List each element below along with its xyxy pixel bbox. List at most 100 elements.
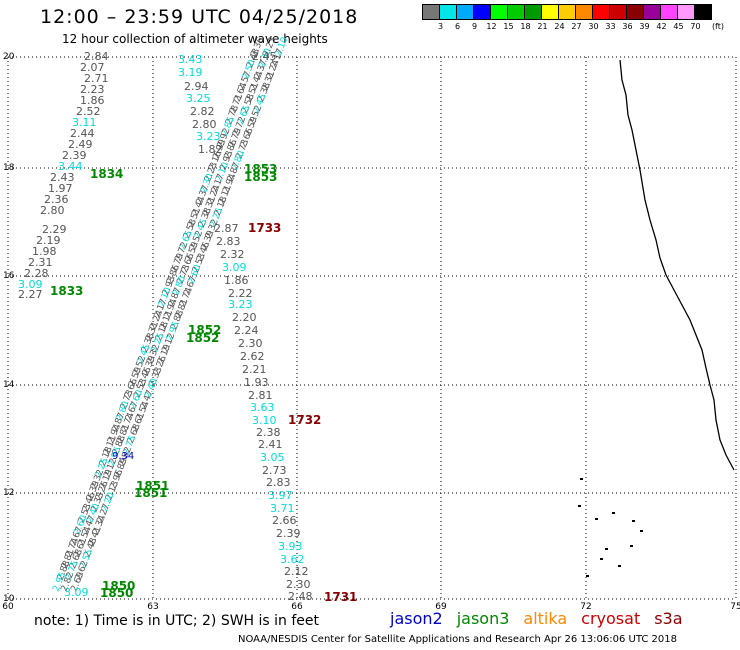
wave-height-label: 1.86 bbox=[80, 94, 105, 107]
satellite-legend: jason2 jason3 altika cryosat s3a bbox=[390, 609, 697, 628]
wave-height-label: 2.23 bbox=[80, 83, 105, 96]
wave-height-label: 2.82 bbox=[190, 105, 215, 118]
wave-height-label: 1.97 bbox=[48, 182, 73, 195]
track-value-labels: 2.842.072.712.231.862.523.112.442.492.39… bbox=[18, 50, 357, 604]
credit-line: NOAA/NESDIS Center for Satellite Applica… bbox=[238, 634, 677, 645]
pass-time-label: 3.09 bbox=[64, 586, 89, 599]
pass-time-label: 1853 bbox=[244, 170, 277, 184]
wave-height-label: 2.80 bbox=[192, 118, 217, 131]
map-title: 12:00 – 23:59 UTC 04/25/2018 bbox=[40, 6, 359, 28]
wave-height-label: 3.71 bbox=[270, 502, 295, 515]
wave-height-label: 1.93 bbox=[244, 376, 269, 389]
latitude-label: 12 bbox=[3, 488, 15, 498]
wave-height-label: 2.87 bbox=[214, 222, 239, 235]
wave-height-label: 2.38 bbox=[256, 426, 281, 439]
legend-tick-label: 12 bbox=[486, 22, 497, 31]
wave-height-label: 1.98 bbox=[32, 245, 57, 258]
wave-height-label: 2.27 bbox=[18, 288, 43, 301]
legend-tick-label: 3 bbox=[437, 22, 444, 31]
wave-height-label: 3.43 bbox=[178, 53, 203, 66]
legend-labels: 3 6 9 12 15 18 21 24 27 30 33 36 39 42 45 70 bbox=[422, 22, 712, 31]
pass-time-label: 1833 bbox=[50, 284, 83, 298]
wave-height-label: 2.83 bbox=[216, 235, 241, 248]
wave-height-label: 2.84 bbox=[84, 50, 109, 63]
latitude-label: 10 bbox=[3, 594, 15, 604]
wave-height-label: 2.80 bbox=[40, 204, 65, 217]
wave-height-label: 2.49 bbox=[68, 138, 93, 151]
legend-tick-label: 70 bbox=[690, 22, 701, 31]
legend-swatch bbox=[644, 5, 661, 19]
wave-height-label: 2.52 bbox=[76, 105, 101, 118]
legend-unit: (ft) bbox=[711, 22, 724, 31]
lat-lon-grid bbox=[7, 56, 737, 600]
legend-swatch bbox=[661, 5, 678, 19]
legend-swatch bbox=[559, 5, 576, 19]
latitude-label: 16 bbox=[3, 271, 15, 281]
wave-height-label: 2.39 bbox=[62, 149, 87, 162]
legend-swatch bbox=[576, 5, 593, 19]
satellite-name-jason3: jason3 bbox=[456, 609, 510, 628]
legend-swatch bbox=[678, 5, 695, 19]
wave-height-label: 2.30 bbox=[286, 578, 311, 591]
wave-height-label: 3.25 bbox=[186, 92, 211, 105]
map-subtitle: 12 hour collection of altimeter wave hei… bbox=[62, 32, 328, 46]
pass-time-label: 1731 bbox=[324, 590, 357, 604]
wave-height-label: 2.30 bbox=[238, 337, 263, 350]
wave-height-label: 3.63 bbox=[250, 401, 275, 414]
wave-height-label: 2.43 bbox=[50, 171, 75, 184]
longitude-label: 66 bbox=[291, 602, 303, 612]
wave-height-label: 2.31 bbox=[28, 256, 53, 269]
legend-tick-label: 45 bbox=[673, 22, 684, 31]
island-mark bbox=[632, 520, 635, 522]
pass-time-label: 1850 bbox=[102, 579, 135, 593]
latitude-label: 14 bbox=[3, 380, 15, 390]
satellite-name-jason2: jason2 bbox=[390, 609, 443, 628]
island-mark bbox=[595, 518, 598, 520]
legend-tick-label: 39 bbox=[639, 22, 650, 31]
wave-height-label: 2.24 bbox=[234, 324, 259, 337]
legend-swatch bbox=[610, 5, 627, 19]
longitude-label: 60 bbox=[2, 602, 14, 612]
legend-swatch bbox=[695, 5, 711, 19]
wave-height-label: 2.20 bbox=[232, 311, 257, 324]
wave-height-label: 2.66 bbox=[272, 514, 297, 527]
legend-swatch bbox=[423, 5, 440, 19]
legend-swatch bbox=[457, 5, 474, 19]
wave-height-label: 3.09 bbox=[18, 278, 43, 291]
wave-height-label: 2.83 bbox=[266, 476, 291, 489]
wave-height-label: 2.21 bbox=[242, 363, 267, 376]
satellite-name-altika: altika bbox=[523, 609, 568, 628]
legend-swatch bbox=[593, 5, 610, 19]
wave-height-label: 3.19 bbox=[178, 66, 203, 79]
wave-height-label: 1.82 bbox=[198, 143, 223, 156]
wave-height-label: 2.28 bbox=[24, 267, 49, 280]
legend-swatch bbox=[474, 5, 491, 19]
legend-tick-label: 36 bbox=[622, 22, 633, 31]
pass-time-label: 1733 bbox=[248, 221, 281, 235]
legend-tick-label: 42 bbox=[656, 22, 667, 31]
longitude-label: 72 bbox=[580, 602, 592, 612]
wave-height-label: 3.62 bbox=[280, 553, 305, 566]
wave-height-label: 1.86 bbox=[224, 274, 249, 287]
wave-height-label: 3.93 bbox=[278, 540, 303, 553]
wave-height-label: 2.62 bbox=[240, 350, 265, 363]
wave-height-label: 3.09 bbox=[222, 261, 247, 274]
legend-tick-label: 15 bbox=[503, 22, 514, 31]
pass-time-label: 1850 bbox=[100, 586, 133, 600]
wave-height-label: 3.10 bbox=[252, 414, 277, 427]
wave-height-label: 2.39 bbox=[276, 527, 301, 540]
wave-height-label: 2.19 bbox=[36, 234, 61, 247]
wave-height-label: 2.41 bbox=[258, 438, 283, 451]
color-legend: 3 6 9 12 15 18 21 24 27 30 33 36 39 42 45 70 (ft) bbox=[422, 4, 724, 31]
island-mark bbox=[580, 478, 583, 480]
wave-height-label: 2.32 bbox=[220, 248, 245, 261]
pass-time-label: 1732 bbox=[288, 413, 321, 427]
legend-tick-label: 27 bbox=[571, 22, 582, 31]
blue-wave-height-label: 9.34 bbox=[112, 451, 134, 462]
legend-tick-label: 33 bbox=[605, 22, 616, 31]
coastline-path bbox=[619, 59, 735, 471]
legend-swatch bbox=[542, 5, 559, 19]
pass-time-label: 1851 bbox=[136, 479, 169, 493]
legend-tick-label: 30 bbox=[588, 22, 599, 31]
island-mark bbox=[586, 575, 589, 577]
